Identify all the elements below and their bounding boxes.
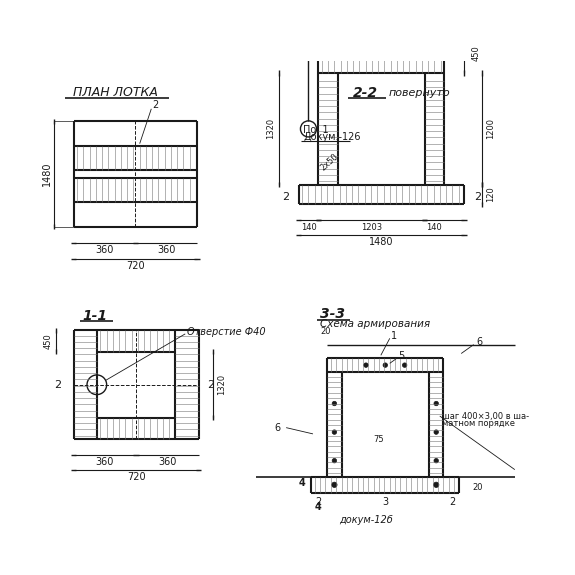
- Text: 1-1: 1-1: [83, 309, 108, 323]
- Text: 360: 360: [95, 245, 114, 255]
- Text: 2: 2: [315, 497, 321, 507]
- Text: 3: 3: [382, 497, 388, 507]
- Text: 720: 720: [127, 472, 145, 482]
- Text: 360: 360: [157, 245, 175, 255]
- Circle shape: [332, 458, 336, 463]
- Circle shape: [434, 482, 439, 488]
- Circle shape: [402, 363, 407, 367]
- Text: 6: 6: [274, 423, 280, 432]
- Text: 2: 2: [474, 192, 482, 202]
- Circle shape: [332, 430, 336, 434]
- Text: 20: 20: [472, 483, 482, 492]
- Text: повернуто: повернуто: [389, 88, 450, 98]
- Text: 360: 360: [95, 458, 114, 467]
- Circle shape: [332, 482, 337, 488]
- Text: Отверстие Ф40: Отверстие Ф40: [187, 327, 266, 337]
- Text: По  1: По 1: [303, 125, 329, 135]
- Text: Схема армирования: Схема армирования: [320, 319, 430, 329]
- Text: 1200: 1200: [486, 118, 495, 139]
- Text: 5: 5: [398, 351, 404, 361]
- Circle shape: [332, 401, 336, 406]
- Text: 1480: 1480: [369, 237, 393, 247]
- Text: 140: 140: [427, 223, 442, 232]
- Circle shape: [383, 363, 388, 367]
- Circle shape: [434, 430, 438, 434]
- Text: 6: 6: [476, 337, 482, 347]
- Text: 2: 2: [152, 100, 158, 110]
- Text: матном порядке: матном порядке: [442, 419, 515, 428]
- Text: 1: 1: [391, 331, 397, 340]
- Text: 2: 2: [282, 192, 290, 202]
- Circle shape: [434, 401, 438, 406]
- Text: 1480: 1480: [42, 162, 52, 186]
- Text: докум-12б: докум-12б: [339, 515, 393, 524]
- Circle shape: [364, 363, 368, 367]
- Text: 360: 360: [158, 458, 177, 467]
- Text: 4: 4: [299, 478, 305, 488]
- Text: Докум.-126: Докум.-126: [303, 132, 361, 143]
- Text: 1320: 1320: [217, 374, 227, 396]
- Text: 450: 450: [43, 333, 52, 349]
- Text: 1320: 1320: [266, 118, 275, 140]
- Text: 2х50: 2х50: [319, 152, 340, 172]
- Text: шаг 400×3,00 в ша-: шаг 400×3,00 в ша-: [442, 412, 528, 420]
- Text: 120: 120: [486, 187, 495, 202]
- Text: 4: 4: [315, 502, 321, 512]
- Text: 1203: 1203: [361, 223, 382, 232]
- Text: 2-2: 2-2: [353, 86, 378, 99]
- Text: 75: 75: [373, 435, 384, 444]
- Circle shape: [434, 458, 438, 463]
- Text: 720: 720: [126, 261, 144, 271]
- Text: 2: 2: [208, 380, 214, 390]
- Text: ПЛАН ЛОТКА: ПЛАН ЛОТКА: [73, 86, 158, 99]
- Text: 140: 140: [301, 223, 316, 232]
- Text: 2: 2: [54, 380, 61, 390]
- Text: 450: 450: [472, 45, 481, 62]
- Text: 20: 20: [320, 327, 331, 336]
- Text: 2: 2: [449, 497, 455, 507]
- Text: 3-3: 3-3: [320, 307, 345, 321]
